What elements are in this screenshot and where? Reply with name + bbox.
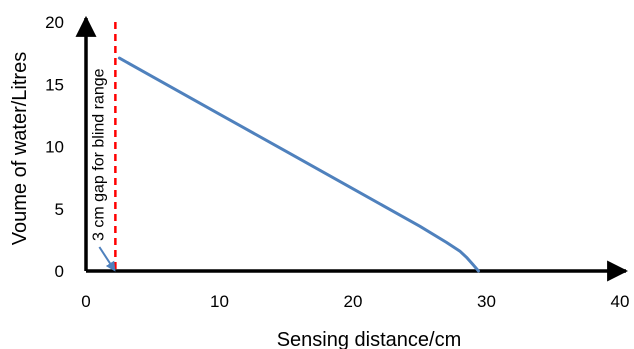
y-tick-labels: 0 5 10 15 20 xyxy=(45,13,64,281)
series-layer xyxy=(117,56,480,273)
x-tick-label: 0 xyxy=(81,292,90,311)
y-tick-label: 10 xyxy=(45,138,64,157)
x-tick-label: 10 xyxy=(210,292,229,311)
blind-range-annotation-arrow xyxy=(98,246,116,272)
x-tick-label: 40 xyxy=(611,292,630,311)
x-tick-label: 20 xyxy=(344,292,363,311)
x-axis-title: Sensing distance/cm xyxy=(277,329,462,349)
x-tick-labels: 0 10 20 30 40 xyxy=(81,292,629,311)
y-tick-label: 5 xyxy=(55,200,64,219)
y-axis-title: Voume of water/Litres xyxy=(9,52,31,245)
y-tick-label: 15 xyxy=(45,75,64,94)
y-tick-label: 0 xyxy=(55,262,64,281)
y-tick-label: 20 xyxy=(45,13,64,32)
series-line xyxy=(117,56,480,273)
blind-range-annotation: 3 cm gap for blind range xyxy=(90,68,107,241)
x-tick-label: 30 xyxy=(477,292,496,311)
axes xyxy=(75,15,629,282)
